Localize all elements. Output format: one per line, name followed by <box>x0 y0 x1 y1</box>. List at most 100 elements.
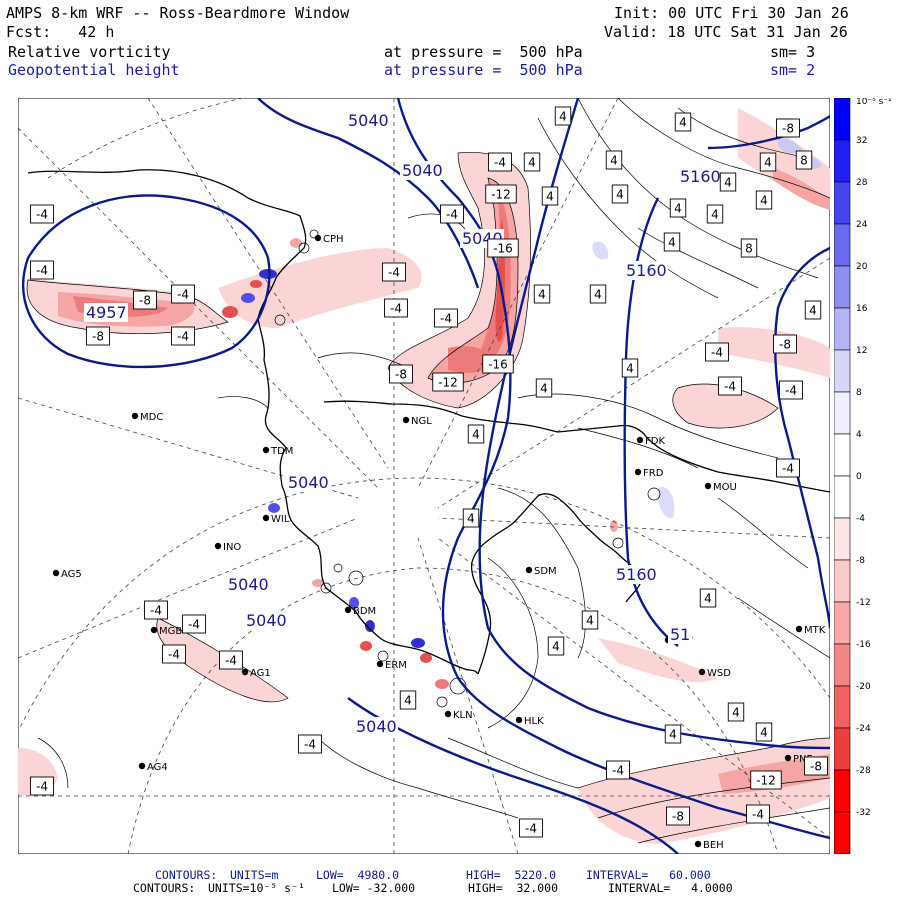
colorbar-block <box>834 601 851 645</box>
vort-label-box: -16 <box>482 354 514 374</box>
vort-label-box: -4 <box>434 308 458 328</box>
vort-label-box: -8 <box>776 118 800 138</box>
vort-label: -12 <box>438 376 458 390</box>
vort-label: -4 <box>177 330 189 344</box>
colorbar-block <box>834 769 851 813</box>
vort-label: -4 <box>711 346 723 360</box>
station-mgb: MGB <box>150 626 182 637</box>
footer-line1-high: HIGH= 5220.0 <box>466 868 557 882</box>
vort-label: -12 <box>756 774 776 788</box>
vort-label: -4 <box>612 764 624 778</box>
field2-name: Geopotential height <box>8 61 180 79</box>
station-mdc: MDC <box>131 412 163 423</box>
station-dot <box>636 436 644 444</box>
station-dot <box>444 710 452 718</box>
vort-label-box: 4 <box>755 722 773 742</box>
vort-label-box: 4 <box>581 610 599 630</box>
vort-label-frame <box>755 722 773 742</box>
vort-label-box: -4 <box>384 298 408 318</box>
vort-label-box: 4 <box>611 184 629 204</box>
station-mou: MOU <box>704 482 737 493</box>
station-label: MTK <box>804 625 826 636</box>
init-time: Init: 00 UTC Fri 30 Jan 26 <box>614 4 849 22</box>
vort-label: 4 <box>404 694 412 708</box>
vort-label-box: 4 <box>533 284 551 304</box>
vort-label-box: -4 <box>606 760 630 780</box>
colorbar-tick: 24 <box>856 220 868 230</box>
vort-label-frame <box>30 204 54 224</box>
colorbar-tick: -16 <box>856 640 871 650</box>
vort-label-box: -4 <box>219 650 243 670</box>
vort-label-frame <box>621 358 639 378</box>
station-label: INO <box>223 542 241 553</box>
colorbar-tick: 8 <box>856 388 862 398</box>
vort-label: -12 <box>491 188 511 202</box>
vort-label: 4 <box>528 156 536 170</box>
vort-label: -4 <box>782 462 794 476</box>
vort-label-box: 4 <box>755 190 773 210</box>
height-label: 5160 <box>626 261 667 280</box>
vort-label: 8 <box>745 242 753 256</box>
colorbar-unit: 10⁻⁵ s⁻¹ <box>856 98 892 107</box>
station-label: BDM <box>353 606 376 617</box>
vort-label-box: 4 <box>669 198 687 218</box>
vort-label-frame <box>605 150 623 170</box>
station-beh: BEH <box>694 840 724 851</box>
vort-label-frame <box>30 260 54 280</box>
vort-label-frame <box>719 172 737 192</box>
vort-label-box: -8 <box>666 806 690 826</box>
station-dot <box>150 626 158 634</box>
vort-label-box: -4 <box>171 284 195 304</box>
vort-label-frame <box>663 232 681 252</box>
height-label: 5160 <box>616 565 657 584</box>
field1-name: Relative vorticity <box>8 43 171 61</box>
vort-label: 4 <box>540 382 548 396</box>
vort-label-box: -4 <box>171 326 195 346</box>
vort-label: -8 <box>139 294 151 308</box>
vort-label-frame <box>759 152 777 172</box>
station-wsd: WSD <box>698 668 731 679</box>
vort-label-frame <box>773 334 797 354</box>
vort-label-box: 4 <box>605 150 623 170</box>
vort-label: 4 <box>760 726 768 740</box>
vort-label-frame <box>750 770 782 790</box>
vort-label-box: 8 <box>795 150 813 170</box>
vort-label: 4 <box>669 728 677 742</box>
vort-label-frame <box>554 106 572 126</box>
height-label: 5040 <box>348 111 389 130</box>
station-label: WIL <box>271 514 290 525</box>
footer-line2-interval: INTERVAL= 4.0000 <box>608 881 733 895</box>
vort-label: 4 <box>809 304 817 318</box>
vort-label-frame <box>382 262 406 282</box>
station-label: MGB <box>159 626 182 637</box>
vort-label-frame <box>488 152 512 172</box>
footer-line2-low: LOW= -32.000 <box>332 881 416 895</box>
colorbar-block <box>834 685 851 729</box>
height-label: 51 <box>670 625 690 644</box>
vort-label-frame <box>487 238 519 258</box>
vort-label-frame <box>519 818 543 838</box>
station-dot <box>262 446 270 454</box>
vort-label: -4 <box>36 208 48 222</box>
vort-label: -4 <box>188 618 200 632</box>
vort-label: -8 <box>395 368 407 382</box>
field1-smoothing: sm= 3 <box>770 43 816 61</box>
vort-label-frame <box>440 204 464 224</box>
valid-time: Valid: 18 UTC Sat 31 Jan 26 <box>604 23 848 41</box>
vort-label-frame <box>535 378 553 398</box>
vort-label-frame <box>804 300 822 320</box>
vort-label-box: -4 <box>718 376 742 396</box>
vort-label-frame <box>547 636 565 656</box>
colorbar-tick: -8 <box>856 556 865 566</box>
height-label-bg <box>678 167 722 186</box>
station-dot <box>344 606 352 614</box>
vort-label-box: -8 <box>389 364 413 384</box>
station-dot <box>402 416 410 424</box>
vort-label: -16 <box>488 358 508 372</box>
vort-label: -4 <box>525 822 537 836</box>
vort-label-frame <box>162 644 186 664</box>
station-erm: ERM <box>376 660 407 671</box>
vort-label-frame <box>666 806 690 826</box>
vort-label-box: -12 <box>750 770 782 790</box>
height-label-bg <box>84 303 128 322</box>
